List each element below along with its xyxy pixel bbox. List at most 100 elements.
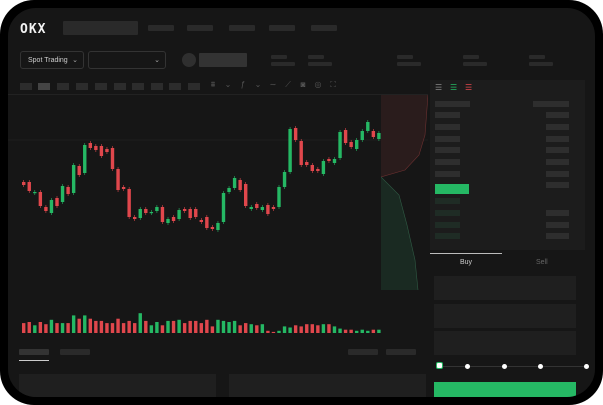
market-selector[interactable]: Spot Trading ⌄ [20, 51, 84, 69]
bid-row[interactable] [435, 233, 460, 239]
interval-button[interactable] [151, 83, 163, 90]
candle [360, 131, 364, 140]
candle [238, 180, 242, 190]
search-bar[interactable] [63, 21, 138, 35]
bid-row[interactable] [435, 222, 460, 228]
settings-icon[interactable]: ◎ [314, 80, 322, 89]
line-icon[interactable]: ∼ [269, 80, 277, 89]
chevron-down-icon[interactable]: ⌄ [254, 80, 262, 89]
nav-item[interactable] [269, 25, 295, 31]
nav-item[interactable] [148, 25, 174, 31]
nav-item[interactable] [311, 25, 337, 31]
candle [338, 132, 342, 158]
bid-size [546, 210, 569, 216]
indicator-icon[interactable]: ƒ [240, 80, 246, 89]
volume-bar [182, 323, 187, 333]
volume-bar [155, 322, 159, 333]
candle [155, 207, 159, 211]
leverage-slider-handle[interactable] [436, 362, 443, 369]
candle [282, 172, 287, 187]
tab-buy[interactable]: Buy [460, 259, 473, 266]
nav-item[interactable] [229, 25, 255, 31]
amount-input[interactable] [434, 304, 576, 328]
orderbook-both-icon[interactable]: ☰ [435, 83, 443, 92]
volume-bar [288, 327, 292, 333]
candle [160, 207, 165, 222]
candle [249, 207, 253, 209]
camera-icon[interactable]: ◙ [300, 80, 306, 89]
slider-step[interactable] [584, 364, 589, 369]
ask-row[interactable] [435, 159, 460, 165]
interval-button[interactable] [132, 83, 144, 90]
spread [546, 182, 569, 188]
buy-submit-button[interactable] [434, 382, 576, 397]
tab-order-history[interactable] [60, 349, 90, 355]
candle-type-icon[interactable]: ⩩ [210, 80, 216, 89]
total-input[interactable] [434, 331, 576, 355]
ask-row[interactable] [435, 136, 460, 142]
interval-button[interactable] [114, 83, 126, 90]
volume-bar [38, 322, 43, 333]
volume-bar [266, 330, 270, 333]
nav-item[interactable] [187, 25, 213, 31]
volume-bar [360, 329, 364, 333]
pair-selector[interactable]: ⌄ [88, 51, 166, 69]
chevron-down-icon[interactable]: ⌄ [224, 80, 232, 89]
candle [149, 212, 154, 214]
orderbook-asks-icon[interactable]: ☰ [465, 83, 473, 92]
depth-asks-line [381, 95, 428, 178]
interval-button[interactable] [169, 83, 181, 90]
slider-step[interactable] [538, 364, 543, 369]
depth-asks-area [381, 95, 428, 177]
candle [55, 198, 59, 206]
candle [343, 130, 348, 143]
app-screen: OKX Spot Trading ⌄ ⌄ ⩩ ⌄ ƒ ⌄ ∼ ⟋ ◙ ◎ ⛶ [8, 8, 595, 397]
interval-button[interactable] [188, 83, 200, 90]
fullscreen-icon[interactable]: ⛶ [330, 80, 336, 89]
candle [27, 182, 31, 191]
candle [116, 169, 120, 190]
volume-bar [94, 320, 98, 333]
candlestick-chart[interactable] [8, 95, 428, 335]
slider-step[interactable] [465, 364, 470, 369]
candle [188, 209, 192, 218]
okx-logo[interactable]: OKX [20, 22, 47, 37]
ask-row[interactable] [435, 124, 460, 130]
filter-button[interactable] [348, 349, 378, 355]
interval-button[interactable] [57, 83, 69, 90]
slider-step[interactable] [502, 364, 507, 369]
bid-row[interactable] [435, 210, 460, 216]
ask-row[interactable] [435, 147, 460, 153]
pair-price [199, 53, 247, 67]
candle [277, 187, 281, 207]
ask-row[interactable] [435, 171, 460, 177]
volume-bar [88, 318, 92, 333]
price-input[interactable] [434, 276, 576, 300]
stat-value [463, 62, 487, 66]
interval-button-active[interactable] [38, 83, 50, 90]
leverage-slider-track[interactable] [440, 366, 586, 367]
interval-button[interactable] [76, 83, 88, 90]
volume-bar [371, 329, 376, 333]
tab-open-orders[interactable] [19, 349, 49, 355]
bid-row[interactable] [435, 198, 460, 204]
ruler-icon[interactable]: ⟋ [285, 80, 291, 89]
tab-sell[interactable]: Sell [536, 259, 548, 266]
volume-bar [66, 323, 70, 333]
candle [38, 192, 43, 206]
volume-bar [49, 319, 54, 333]
filter-button[interactable] [386, 349, 416, 355]
volume-bar [188, 320, 192, 333]
ask-row[interactable] [435, 112, 460, 118]
chevron-down-icon: ⌄ [72, 56, 78, 64]
orderbook-bids-icon[interactable]: ☰ [450, 83, 458, 92]
interval-button[interactable] [20, 83, 32, 90]
volume-bar [293, 325, 298, 333]
interval-button[interactable] [95, 83, 107, 90]
candle [305, 162, 309, 165]
candle [127, 189, 131, 217]
volume-bar [316, 325, 320, 333]
ask-size [546, 124, 569, 130]
volume-bar [71, 315, 76, 333]
volume-bar [343, 329, 348, 333]
